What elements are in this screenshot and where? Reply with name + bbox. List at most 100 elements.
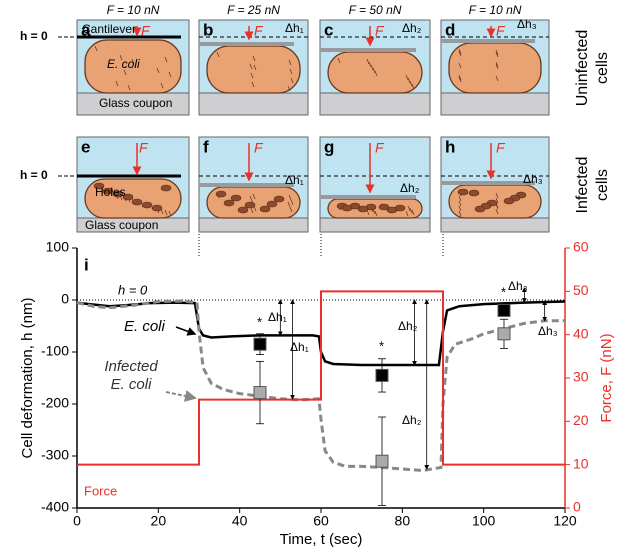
- panel: bFΔh₁: [199, 20, 308, 115]
- glass-coupon: [320, 218, 430, 232]
- hole: [216, 191, 226, 197]
- data-point: [376, 369, 388, 381]
- panel-label: E. coli: [107, 57, 140, 71]
- force-label: F = 10 nN: [469, 3, 522, 17]
- zero-label: h = 0: [118, 282, 148, 297]
- series-label: Force: [84, 483, 117, 498]
- delta-label: Δh₂: [402, 413, 422, 427]
- hole: [224, 200, 234, 206]
- glass-coupon: [441, 93, 549, 115]
- y2-tick-label: 50: [573, 282, 589, 298]
- hole: [132, 199, 142, 205]
- panel: fFΔh₁: [199, 137, 308, 232]
- x-tick-label: 100: [472, 513, 496, 529]
- x-tick-label: 120: [553, 513, 577, 529]
- panel-letter: h: [445, 137, 455, 156]
- hole: [152, 205, 162, 211]
- delta-label: Δh₃: [538, 324, 558, 338]
- y-tick-label: -200: [41, 395, 69, 411]
- data-point: [498, 304, 510, 316]
- panel-letter: b: [203, 20, 213, 39]
- data-point: [498, 328, 510, 340]
- y2-tick-label: 40: [573, 325, 589, 341]
- panel-letter: d: [445, 20, 455, 39]
- y2-tick-label: 10: [573, 455, 589, 471]
- x-tick-label: 80: [395, 513, 411, 529]
- figure: F = 10 nN F = 25 nN F = 50 nN F = 10 nN h = …: [0, 0, 623, 551]
- force-label: F = 25 nN: [227, 3, 280, 17]
- y-axis-title: Cell deformation, h (nm): [19, 298, 36, 459]
- delta-label: Δh₁: [268, 310, 287, 324]
- hole: [245, 202, 255, 208]
- x-tick-label: 60: [313, 513, 329, 529]
- cantilever: [320, 48, 416, 52]
- force-label: F = 10 nN: [107, 3, 160, 17]
- panel-letter: g: [324, 137, 334, 156]
- y-tick-label: -100: [41, 343, 69, 359]
- cell: [449, 43, 541, 93]
- glass-coupon: [199, 93, 308, 115]
- row-side-label: Uninfected cells: [573, 23, 613, 113]
- hole: [379, 204, 389, 210]
- panel-label: Δh₃: [523, 172, 543, 186]
- panel-label: Holes: [95, 185, 126, 199]
- y-tick-label: 100: [46, 239, 70, 255]
- panel-label: Cantilever: [82, 22, 136, 36]
- x-axis-title: Time, t (sec): [280, 531, 363, 548]
- glass-coupon: [441, 218, 549, 232]
- hole: [458, 189, 468, 195]
- force-label: F = 50 nN: [349, 3, 402, 17]
- cantilever: [199, 42, 294, 46]
- y-tick-label: -300: [41, 447, 69, 463]
- hole: [161, 185, 171, 191]
- force-symbol: F: [141, 23, 151, 39]
- hole: [469, 190, 479, 196]
- panel-label: Δh₃: [517, 17, 537, 31]
- panel-label: Δh₂: [400, 181, 420, 195]
- y2-axis-title: Force, F (nN): [598, 333, 615, 422]
- hole: [267, 201, 277, 207]
- significance-star: *: [501, 284, 506, 299]
- series-label: Infected E. coli: [96, 358, 166, 394]
- cantilever: [199, 183, 294, 187]
- force-symbol: F: [496, 140, 506, 156]
- panel-letter: f: [203, 137, 209, 156]
- glass-coupon: [199, 218, 308, 232]
- label-arrow: [166, 392, 195, 398]
- hole: [238, 207, 248, 213]
- panel: h F Δh₃: [441, 137, 549, 232]
- panel-letter: e: [81, 137, 90, 156]
- data-point: [376, 455, 388, 467]
- h-zero-label: h = 0: [20, 168, 48, 182]
- x-tick-label: 20: [151, 513, 167, 529]
- hole: [475, 206, 485, 212]
- y-tick-label: 0: [61, 291, 69, 307]
- force-symbol: F: [375, 23, 385, 39]
- hole: [260, 206, 270, 212]
- cantilever: [320, 195, 416, 199]
- force-symbol: F: [139, 140, 149, 156]
- glass-coupon: [320, 93, 430, 115]
- panel-label: Glass coupon: [99, 96, 172, 110]
- hole: [342, 205, 352, 211]
- significance-star: *: [257, 314, 262, 329]
- data-point: [254, 338, 266, 350]
- delta-label: Δh₃: [508, 279, 528, 293]
- h-zero-label: h = 0: [20, 29, 48, 43]
- label-arrow: [176, 327, 195, 334]
- panel-label: Δh₂: [402, 21, 422, 35]
- significance-star: *: [379, 338, 384, 353]
- y2-tick-label: 0: [573, 499, 581, 515]
- cantilever: [441, 39, 535, 43]
- figure-canvas: F = 10 nN F = 25 nN F = 50 nN F = 10 nN h = …: [0, 0, 623, 551]
- hole: [231, 195, 241, 201]
- panel-label: Δh₁: [285, 21, 304, 35]
- y2-tick-label: 20: [573, 412, 589, 428]
- panel-label: Glass coupon: [85, 218, 158, 232]
- data-point: [254, 387, 266, 399]
- y2-tick-label: 60: [573, 239, 589, 255]
- cantilever: [441, 181, 535, 185]
- row-side-label: Infected cells: [573, 140, 613, 230]
